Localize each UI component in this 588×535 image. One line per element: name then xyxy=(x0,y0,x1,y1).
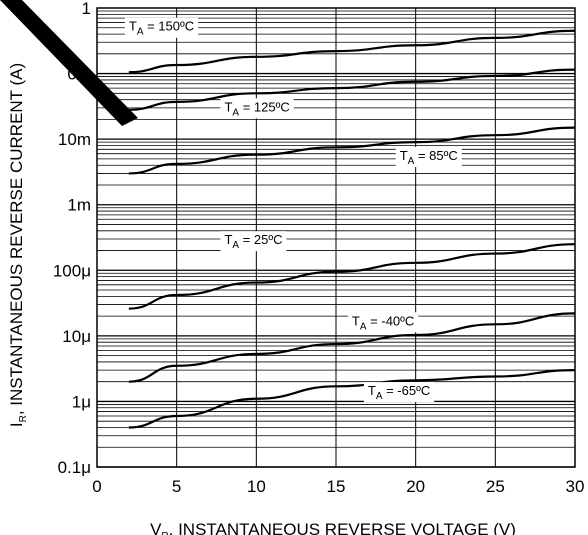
x-tick-label: 20 xyxy=(406,477,425,496)
series-label-bg xyxy=(363,382,435,403)
series-line xyxy=(128,369,576,429)
series-line xyxy=(128,243,576,310)
x-tick-label: 0 xyxy=(92,477,101,496)
series-label: TA = 125ºC xyxy=(224,99,289,118)
series-label: TA = 150ºC xyxy=(129,19,194,38)
y-tick-label: 1 xyxy=(82,0,91,18)
series-label-bg xyxy=(395,147,462,168)
x-tick-label: 10 xyxy=(247,477,266,496)
series-label: TA = 25ºC xyxy=(224,232,282,251)
y-tick-label: 1m xyxy=(67,196,91,215)
series-label: TA = -40ºC xyxy=(352,313,414,332)
series-line xyxy=(128,126,576,175)
y-tick-label: 1μ xyxy=(72,392,91,411)
series-label-bg xyxy=(220,98,294,119)
series-line xyxy=(128,68,576,111)
series-label-bg xyxy=(124,17,199,38)
y-tick-label: 100μ xyxy=(53,261,91,280)
x-tick-label: 25 xyxy=(486,477,505,496)
x-tick-labels: 0 5 10 15 20 25 30 xyxy=(92,477,584,496)
x-tick-label: 15 xyxy=(327,477,346,496)
series-line xyxy=(128,29,576,74)
x-tick-label: 30 xyxy=(566,477,585,496)
y-tick-label: 10μ xyxy=(62,327,91,346)
x-axis-label: VR, INSTANTANEOUS REVERSE VOLTAGE (V) xyxy=(150,520,516,535)
series-label: TA = -65ºC xyxy=(368,383,430,402)
series-label: TA = 85ºC xyxy=(400,148,458,167)
series-line xyxy=(128,312,576,383)
grid xyxy=(96,7,576,468)
watermark-diagonal xyxy=(0,0,138,126)
series-label-bg xyxy=(220,231,287,252)
curves xyxy=(128,29,576,429)
curve-labels: TA = 150ºC TA = 125ºC TA = 85ºC TA = 25ºC TA… xyxy=(124,17,462,403)
y-axis-label: IR, INSTANTANEOUS REVERSE CURRENT (A) xyxy=(7,63,29,427)
x-tick-label: 5 xyxy=(172,477,181,496)
y-tick-label: 10m xyxy=(58,130,91,149)
series-label-bg xyxy=(347,312,419,333)
y-tick-label: 0.1μ xyxy=(58,458,91,477)
